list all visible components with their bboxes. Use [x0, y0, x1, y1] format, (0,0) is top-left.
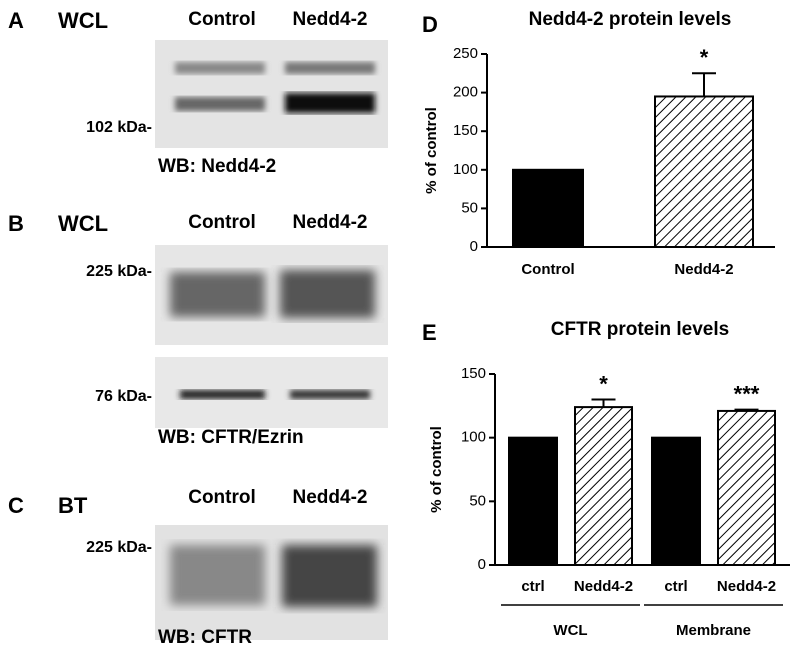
y-tick-label: 50	[461, 199, 478, 216]
panel-letter: A	[8, 8, 24, 33]
y-tick-label: 100	[453, 161, 478, 178]
sample-label: BT	[58, 493, 88, 518]
y-tick-label: 150	[453, 122, 478, 139]
y-tick-label: 100	[461, 429, 486, 446]
lane-label: Control	[188, 212, 256, 233]
wb-label: WB: CFTR/Ezrin	[158, 427, 304, 448]
x-tick-label: Nedd4-2	[574, 578, 633, 595]
lane-label: Control	[188, 9, 256, 30]
marker-label: 225 kDa-	[86, 263, 152, 280]
significance: *	[599, 371, 608, 396]
bar	[512, 168, 584, 248]
marker-label: 225 kDa-	[86, 539, 152, 556]
panel-letter: D	[422, 12, 438, 37]
chart-title: Nedd4-2 protein levels	[529, 9, 732, 30]
x-tick-label: ctrl	[664, 578, 687, 595]
x-tick-label: Nedd4-2	[717, 578, 776, 595]
chart-title: CFTR protein levels	[551, 319, 729, 340]
y-tick-label: 250	[453, 45, 478, 62]
lane-label: Control	[188, 487, 256, 508]
sample-label: WCL	[58, 211, 108, 236]
panel-letter: E	[422, 320, 437, 345]
lane-label: Nedd4-2	[293, 487, 368, 508]
group-label: WCL	[553, 622, 587, 639]
lane-label: Nedd4-2	[293, 212, 368, 233]
panel-letter: C	[8, 493, 24, 518]
y-tick-label: 0	[478, 556, 486, 573]
marker-label: 76 kDa-	[95, 388, 152, 405]
bar	[717, 409, 776, 566]
x-tick-label: ctrl	[521, 578, 544, 595]
y-tick-label: 50	[469, 492, 486, 509]
x-tick-label: Nedd4-2	[674, 261, 733, 278]
y-tick-label: 0	[470, 238, 478, 255]
x-tick-label: Control	[521, 261, 574, 278]
y-axis-label: % of control	[428, 426, 445, 513]
blot-images	[155, 40, 388, 640]
bar	[654, 95, 754, 248]
wb-label: WB: Nedd4-2	[158, 156, 276, 177]
y-axis-label: % of control	[423, 107, 440, 194]
panel-letter: B	[8, 211, 24, 236]
bar	[651, 436, 701, 566]
bar	[508, 436, 558, 566]
y-tick-label: 200	[453, 84, 478, 101]
marker-label: 102 kDa-	[86, 119, 152, 136]
wb-label: WB: CFTR	[158, 627, 252, 648]
lane-label: Nedd4-2	[293, 9, 368, 30]
significance: ***	[734, 381, 760, 406]
group-label: Membrane	[676, 622, 751, 639]
significance: *	[700, 45, 709, 70]
y-tick-label: 150	[461, 365, 486, 382]
bar	[574, 406, 633, 566]
sample-label: WCL	[58, 8, 108, 33]
